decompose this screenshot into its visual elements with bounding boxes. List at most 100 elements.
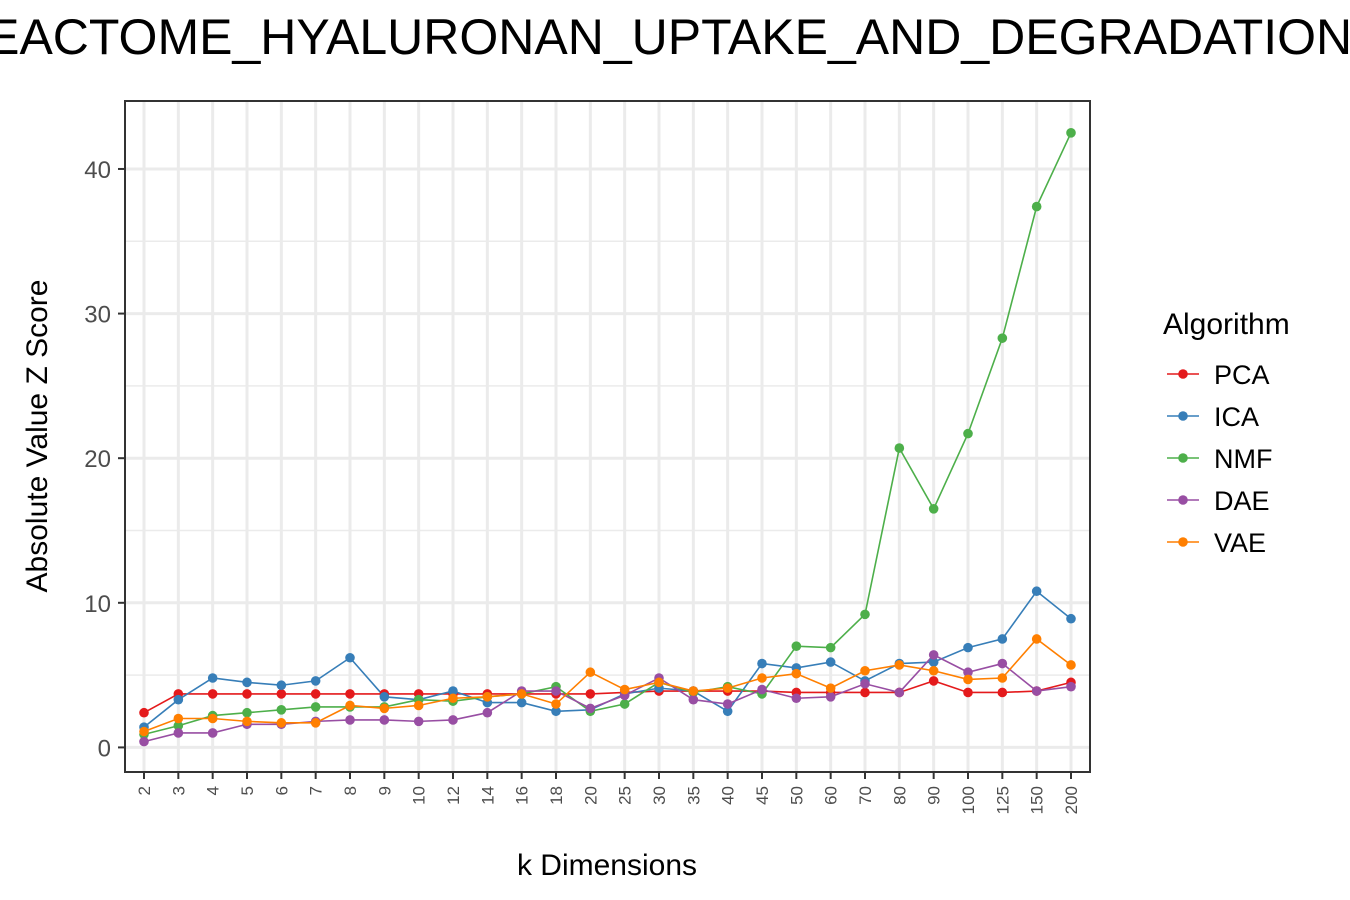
data-point-dae <box>757 684 767 695</box>
x-tick-label: 200 <box>1062 786 1081 814</box>
data-point-vae <box>482 692 493 702</box>
legend-label: DAE <box>1214 486 1270 516</box>
data-point-pca <box>997 687 1008 698</box>
data-point-ica <box>997 634 1008 644</box>
data-point-vae <box>345 700 355 711</box>
legend-title: Algorithm <box>1163 308 1290 341</box>
data-point-nmf <box>963 428 973 439</box>
x-tick-label: 35 <box>684 786 703 805</box>
data-point-dae <box>860 678 870 689</box>
data-point-pca <box>928 676 939 686</box>
data-point-dae <box>997 658 1008 669</box>
data-point-nmf <box>997 333 1008 343</box>
data-point-nmf <box>791 641 802 651</box>
series-line-vae <box>143 637 1072 733</box>
data-point-ica <box>1031 586 1042 597</box>
data-point-vae <box>963 674 973 685</box>
data-point-vae <box>825 683 836 693</box>
major-gridlines <box>125 101 1090 772</box>
legend-label: VAE <box>1214 528 1266 558</box>
legend-key-point <box>1178 537 1188 547</box>
data-point-vae <box>242 716 252 727</box>
data-point-ica <box>310 676 321 686</box>
data-point-ica <box>448 686 458 696</box>
data-point-vae <box>894 660 905 670</box>
data-point-vae <box>516 689 527 699</box>
data-point-nmf <box>276 705 287 715</box>
legend-key-point <box>1178 369 1188 379</box>
x-tick-label: 100 <box>959 786 978 814</box>
data-point-ica <box>276 680 287 691</box>
data-point-nmf <box>928 504 939 514</box>
x-tick-label: 45 <box>753 786 772 805</box>
data-point-dae <box>585 703 596 714</box>
data-point-vae <box>722 683 733 693</box>
data-point-ica <box>379 692 390 702</box>
plot-panel-border <box>124 100 1091 773</box>
x-tick-label: 4 <box>204 786 223 795</box>
x-tick-label: 16 <box>513 786 532 805</box>
y-tick-label: 30 <box>84 302 111 329</box>
data-point-dae <box>1031 686 1042 696</box>
data-point-dae <box>413 716 424 727</box>
data-point-nmf <box>173 720 184 731</box>
y-tick-label: 40 <box>84 157 111 184</box>
data-point-vae <box>413 700 424 711</box>
data-point-dae <box>379 715 390 725</box>
data-point-dae <box>963 667 973 678</box>
data-point-dae <box>448 715 458 725</box>
x-tick-label: 3 <box>169 786 188 795</box>
data-point-pca <box>345 689 355 699</box>
data-point-nmf <box>825 642 836 653</box>
data-point-vae <box>757 673 767 683</box>
legend-key-point <box>1178 495 1188 505</box>
data-point-dae <box>207 728 218 738</box>
data-point-vae <box>654 677 664 688</box>
data-point-dae <box>1066 681 1076 692</box>
data-point-nmf <box>1066 128 1076 138</box>
data-point-ica <box>757 658 767 669</box>
legend-key-point <box>1178 411 1188 421</box>
y-axis-label: Absolute Value Z Score <box>21 280 54 593</box>
series-lines <box>143 132 1072 743</box>
x-tick-label: 40 <box>719 786 738 805</box>
data-point-dae <box>345 715 355 725</box>
data-point-pca <box>860 687 870 698</box>
x-tick-label: 60 <box>822 786 841 805</box>
x-tick-label: 5 <box>238 786 257 795</box>
data-point-nmf <box>860 609 870 620</box>
data-point-vae <box>1066 660 1076 670</box>
data-point-ica <box>928 657 939 667</box>
data-point-pca <box>207 689 218 699</box>
data-point-dae <box>551 686 561 696</box>
y-tick-label: 20 <box>84 446 111 473</box>
x-tick-label: 150 <box>1028 786 1047 814</box>
data-point-ica <box>825 657 836 667</box>
data-point-pca <box>276 689 287 699</box>
x-axis: 2 3 4 5 6 7 8 9 10 12 14 16 18 20 25 30 35 40 45 50 60 70 80 90… <box>135 772 1081 814</box>
series-line-pca <box>143 680 1072 714</box>
data-point-vae <box>585 667 596 678</box>
x-tick-label: 8 <box>341 786 360 795</box>
data-point-vae <box>619 684 630 695</box>
data-point-vae <box>791 668 802 679</box>
legend-label: ICA <box>1214 402 1259 432</box>
x-tick-label: 14 <box>478 786 497 805</box>
x-tick-label: 125 <box>993 786 1012 814</box>
y-tick-label: 10 <box>84 591 111 618</box>
data-point-ica <box>722 706 733 717</box>
x-tick-label: 25 <box>616 786 635 805</box>
legend-label: NMF <box>1214 444 1272 474</box>
data-point-pca <box>585 689 596 699</box>
series-line-nmf <box>143 132 1072 736</box>
data-point-vae <box>860 665 870 676</box>
data-point-ica <box>345 652 355 663</box>
data-point-ica <box>207 673 218 683</box>
data-point-nmf <box>310 702 321 712</box>
data-point-ica <box>963 642 973 653</box>
series-points <box>139 128 1076 747</box>
x-tick-label: 20 <box>581 786 600 805</box>
x-tick-label: 2 <box>135 786 154 795</box>
y-axis: 0 10 20 30 40 <box>84 157 125 762</box>
x-tick-label: 6 <box>272 786 291 795</box>
